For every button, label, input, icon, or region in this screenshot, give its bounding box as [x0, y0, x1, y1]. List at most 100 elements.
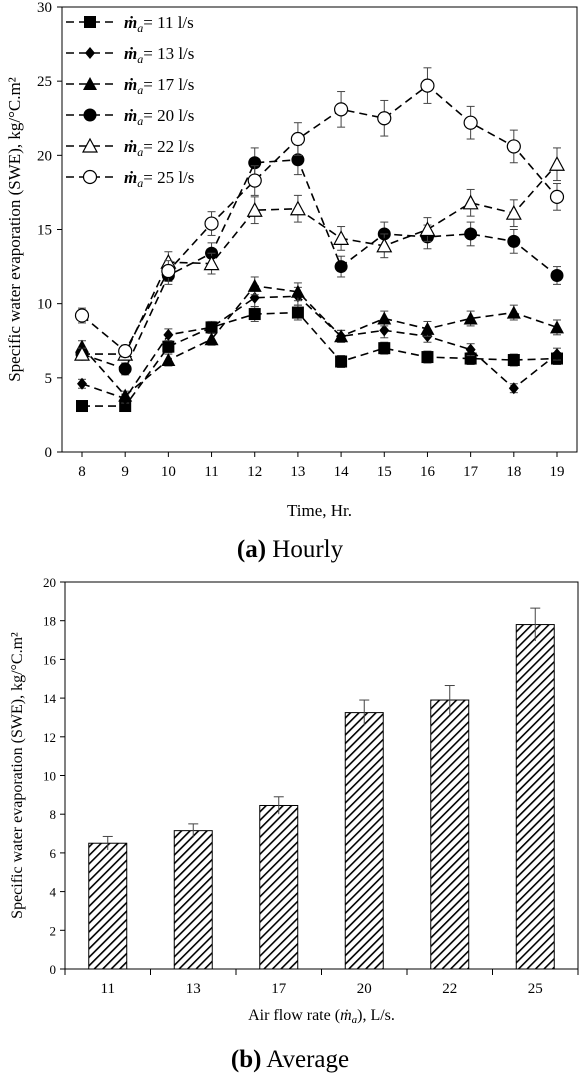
data-point	[463, 115, 478, 130]
x-tick-label: 12	[247, 464, 262, 480]
legend-label: ṁa= 25 l/s	[124, 168, 194, 190]
bar-22: 22	[430, 685, 470, 997]
series-25	[74, 67, 565, 359]
y-tick-label: 20	[43, 575, 56, 590]
legend-entry-22: ṁa= 22 l/s	[66, 137, 194, 159]
bar	[430, 699, 470, 970]
series-line	[82, 163, 558, 355]
data-point	[206, 321, 217, 334]
data-point	[420, 321, 435, 335]
y-tick-label: 15	[37, 223, 52, 239]
data-point	[204, 216, 219, 231]
x-tick-label: 10	[161, 464, 176, 480]
y-tick-label: 14	[43, 691, 57, 706]
legend-label: ṁa= 22 l/s	[124, 137, 194, 159]
data-point	[247, 278, 262, 292]
x-axis-label: Air flow rate (ṁa), L/s.	[248, 1007, 395, 1026]
average-chart: 0 2 4 6 8 10 12 14 16 18 20 11 13 17 20 22 25 Air flow …	[9, 575, 579, 1073]
x-tick-label: 13	[290, 464, 305, 480]
data-point	[291, 306, 304, 319]
series-line	[81, 158, 558, 370]
chart-caption: (a) Hourly	[237, 536, 344, 563]
data-point	[118, 388, 133, 402]
data-point	[77, 377, 87, 390]
bar	[344, 712, 384, 970]
legend-marker	[82, 169, 98, 185]
bar-20: 20	[344, 699, 384, 997]
x-tick-label: 13	[186, 981, 201, 997]
bar	[515, 624, 555, 970]
data-point	[73, 345, 91, 361]
data-point	[204, 332, 219, 346]
x-tick-label: 8	[78, 464, 86, 480]
legend-entry-25: ṁa= 25 l/s	[66, 168, 194, 190]
data-point	[333, 230, 350, 245]
x-tick-label: 14	[334, 464, 350, 480]
data-point	[376, 237, 393, 253]
bar	[259, 804, 299, 970]
data-point	[161, 263, 176, 279]
x-tick-label: 9	[121, 464, 129, 480]
x-tick-label: 18	[506, 464, 521, 480]
y-tick-label: 18	[43, 614, 56, 629]
y-tick-label: 8	[50, 807, 57, 822]
data-point	[203, 255, 220, 271]
data-point	[507, 354, 520, 367]
data-point	[464, 227, 478, 241]
data-point	[162, 340, 175, 353]
data-point	[550, 268, 564, 282]
bar-25: 25	[515, 607, 555, 997]
data-point	[506, 305, 521, 319]
y-tick-label: 10	[37, 297, 52, 313]
series-17	[75, 276, 564, 402]
x-tick-label: 17	[271, 981, 287, 997]
legend-label: ṁa= 13 l/s	[124, 44, 194, 66]
legend-label: ṁa= 20 l/s	[124, 106, 194, 128]
hourly-chart: 0 5 10 15 20 25 30 8 9 10 11 12 13 14 15 16 17 18 19 ṁa= 1…	[5, 0, 578, 563]
plot-frame	[61, 6, 578, 453]
data-point	[335, 355, 348, 368]
data-point	[550, 320, 564, 334]
data-point	[289, 200, 306, 216]
legend-marker	[83, 77, 97, 90]
series-line	[81, 295, 558, 400]
legend-marker	[81, 137, 99, 153]
data-point	[377, 111, 392, 126]
data-point	[379, 324, 390, 337]
data-point	[333, 102, 349, 117]
data-point	[508, 382, 519, 395]
data-point	[334, 260, 348, 274]
data-point	[462, 194, 479, 210]
data-point	[118, 344, 133, 359]
data-point	[118, 362, 132, 376]
data-point	[463, 311, 478, 325]
y-tick-label: 2	[50, 923, 57, 938]
data-point	[506, 139, 521, 154]
caption-text: Average	[261, 1046, 349, 1073]
data-point	[378, 342, 391, 355]
x-tick-label: 25	[528, 981, 543, 997]
legend-entry-20: ṁa= 20 l/s	[66, 106, 194, 128]
legend-marker	[84, 16, 96, 28]
bar-17: 17	[259, 796, 299, 997]
y-tick-label: 30	[37, 0, 52, 16]
legend-entry-13: ṁa= 13 l/s	[66, 44, 194, 66]
bar	[88, 842, 128, 970]
data-point	[248, 308, 261, 321]
x-tick-label: 11	[204, 464, 218, 480]
x-tick-label: 15	[377, 464, 392, 480]
caption-letter: (b)	[231, 1046, 262, 1073]
x-tick-label: 20	[357, 981, 372, 997]
data-point	[246, 201, 263, 217]
y-axis-label: Specific water evaporation (SWE), kg/°C.…	[5, 77, 24, 382]
data-point	[377, 311, 392, 325]
data-point	[548, 155, 566, 171]
caption-text: Hourly	[266, 536, 344, 563]
x-axis-label: Time, Hr.	[287, 501, 352, 520]
x-tick-label: 11	[101, 981, 115, 997]
legend-entry-17: ṁa= 17 l/s	[66, 75, 194, 97]
y-tick-label: 25	[37, 74, 52, 90]
bar	[173, 830, 213, 970]
legend-label: ṁa= 17 l/s	[124, 75, 194, 97]
bar-11: 11	[88, 835, 128, 997]
